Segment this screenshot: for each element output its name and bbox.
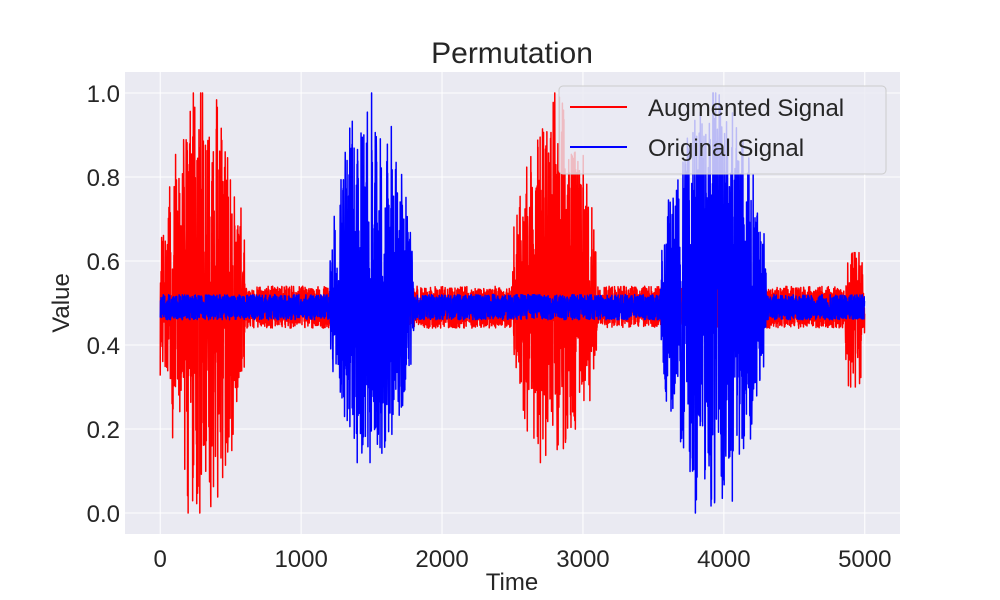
x-tick-label: 3000 xyxy=(556,546,609,573)
x-tick-label: 1000 xyxy=(274,546,327,573)
x-tick-label: 4000 xyxy=(697,546,750,573)
x-tick-label: 5000 xyxy=(838,546,891,573)
y-tick-label: 0.8 xyxy=(87,165,120,192)
legend-label-augmented: Augmented Signal xyxy=(648,95,844,122)
legend-box xyxy=(558,85,887,175)
x-tick-label: 2000 xyxy=(415,546,468,573)
y-tick-label: 0.4 xyxy=(87,333,120,360)
series-line-original-signal xyxy=(159,92,866,514)
legend-label-original: Original Signal xyxy=(648,135,804,162)
legend: Augmented Signal Original Signal xyxy=(558,85,887,175)
tick-labels: 0 1000 2000 3000 4000 5000 0.0 0.2 0.4 0.6 0.8 1.0 xyxy=(87,81,892,573)
y-axis-label: Value xyxy=(48,273,75,333)
y-tick-label: 0.2 xyxy=(87,417,120,444)
y-tick-label: 0.0 xyxy=(87,501,120,528)
series-layer xyxy=(159,92,866,514)
y-tick-label: 1.0 xyxy=(87,81,120,108)
chart-title: Permutation xyxy=(431,37,593,70)
x-axis-label: Time xyxy=(486,569,538,596)
y-tick-label: 0.6 xyxy=(87,249,120,276)
x-tick-label: 0 xyxy=(154,546,167,573)
